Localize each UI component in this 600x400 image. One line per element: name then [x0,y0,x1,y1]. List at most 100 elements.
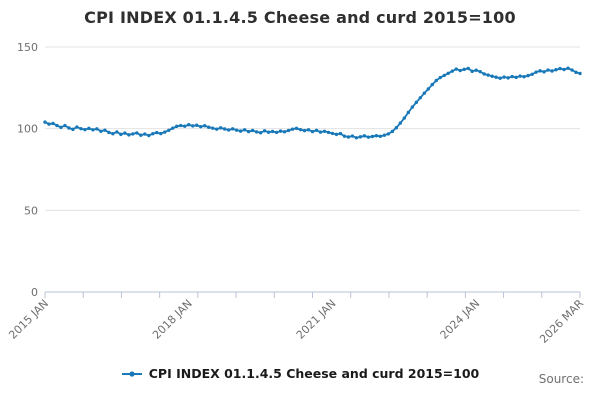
data-point [51,121,55,126]
data-point [47,122,51,126]
data-point [426,87,430,91]
data-point [446,71,450,76]
data-point [91,128,95,132]
data-point [322,129,327,133]
data-point [107,130,111,135]
data-point [538,69,542,73]
x-tick-label: 2021 JAN [294,297,339,342]
data-point [370,134,375,139]
data-point [550,69,554,73]
legend-item[interactable]: CPI INDEX 01.1.4.5 Cheese and curd 2015=… [0,366,600,381]
data-point [350,134,355,138]
data-point [506,76,510,80]
source-label: Source: [538,372,584,386]
data-point [83,127,87,132]
data-point [438,75,442,80]
data-point [574,70,578,75]
data-point [366,135,371,139]
data-point [382,133,387,137]
data-point [238,129,243,133]
data-point [139,133,143,137]
data-point [171,126,175,130]
data-point [502,75,506,79]
data-point [422,91,426,95]
data-point [290,127,295,131]
data-point [103,128,107,132]
data-point [318,130,323,134]
data-point [342,134,347,138]
data-point [418,96,422,100]
data-point [306,128,311,132]
data-point [310,129,315,134]
series-markers [43,66,582,140]
data-point [75,125,79,129]
data-point [430,82,434,87]
data-point [115,130,119,134]
data-point [199,125,203,129]
data-point [450,69,454,73]
data-point [63,123,67,128]
data-point [458,68,462,73]
y-axis-labels: 0 50 100 150 [17,41,38,299]
data-point [266,130,271,134]
data-point [151,132,155,136]
data-point [526,73,530,78]
y-tick-label: 0 [31,286,38,299]
y-tick-label: 150 [17,41,38,54]
data-point [570,68,574,72]
data-point [135,131,139,135]
data-point [414,100,419,105]
data-point [518,74,522,78]
data-point [226,128,231,132]
data-point [67,126,71,130]
data-point [474,68,478,72]
data-point [286,128,291,133]
data-point [206,125,211,129]
data-point [95,127,99,131]
data-point [470,69,474,74]
x-tick-label: 2024 JAN [438,297,483,342]
data-point [494,75,498,79]
data-point [127,133,131,137]
data-point [498,76,502,80]
data-point [362,134,367,138]
data-point [282,130,287,134]
x-axis-labels: 2015 JAN 2018 JAN 2021 JAN 2024 JAN 2026 MAR [6,297,586,346]
data-point [210,126,215,130]
data-point [183,124,187,128]
y-tick-label: 50 [24,204,38,217]
data-point [334,132,339,137]
data-point [214,127,219,131]
series-cheese-and-curd[interactable] [43,66,582,140]
grid-lines [45,46,580,211]
data-point [123,131,127,135]
data-point [111,132,115,136]
data-point [143,132,147,136]
data-point [254,130,259,134]
data-point [87,126,91,131]
data-point [119,132,123,137]
data-point [466,66,470,71]
data-point [326,130,331,135]
data-point [242,128,247,132]
data-point [534,70,538,74]
data-point [230,127,235,131]
data-point [270,129,275,134]
data-point [358,135,363,139]
data-point [258,131,263,135]
legend-label: CPI INDEX 01.1.4.5 Cheese and curd 2015=… [148,366,480,381]
data-point [478,69,482,74]
data-point [246,129,251,134]
x-axis [44,291,581,298]
data-point [482,72,486,76]
data-point [338,131,343,136]
data-point [562,67,566,72]
x-tick-label: 2018 JAN [150,297,195,342]
data-point [398,121,403,125]
data-point [354,136,359,140]
data-point [490,74,494,78]
data-point [55,123,59,128]
data-point [514,75,518,80]
data-point [71,127,75,132]
